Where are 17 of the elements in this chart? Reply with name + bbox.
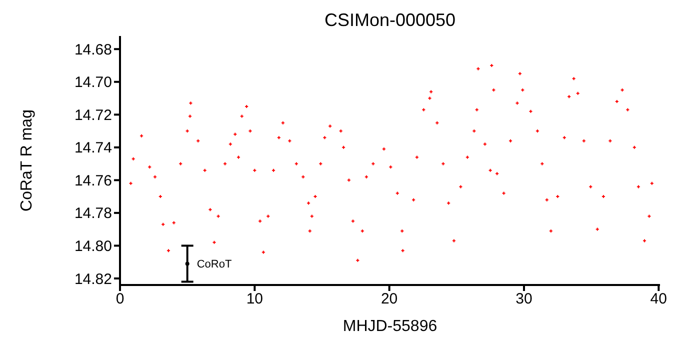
x-tick-label: 20 xyxy=(380,290,398,308)
y-tick-label: 14.70 xyxy=(74,74,112,92)
y-tick-label: 14.68 xyxy=(74,41,112,58)
x-tick-label: 10 xyxy=(246,290,264,308)
x-tick-label: 40 xyxy=(650,290,667,308)
y-tick-label: 14.82 xyxy=(74,270,112,288)
y-axis-title: CoRaT R mag xyxy=(18,110,36,212)
x-axis-title: MHJD-55896 xyxy=(342,318,438,335)
x-tick-label: 30 xyxy=(516,290,532,308)
x-tick-label: 0 xyxy=(116,290,124,308)
series-label: CoRoT xyxy=(196,258,232,271)
y-tick-label: 14.74 xyxy=(74,140,112,157)
y-tick-label: 14.76 xyxy=(74,172,112,190)
chart-title: CSIMon-000050 xyxy=(323,10,457,31)
y-tick-label: 14.78 xyxy=(74,205,112,222)
y-tick-label: 14.80 xyxy=(74,238,112,256)
y-tick-label: 14.72 xyxy=(74,106,112,124)
